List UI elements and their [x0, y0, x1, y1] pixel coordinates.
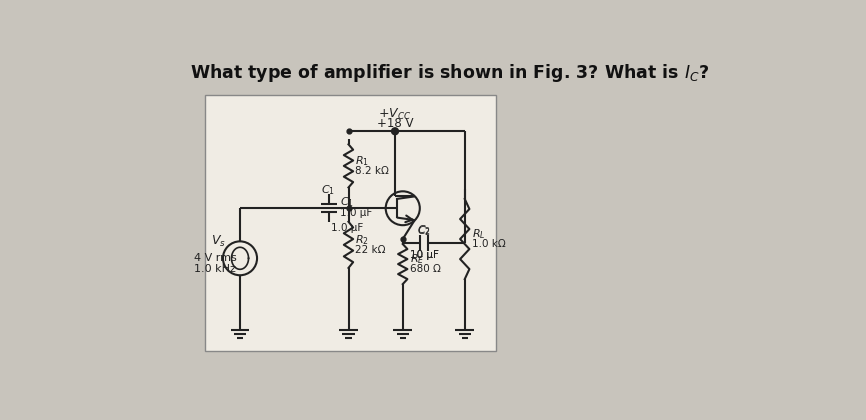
Text: $C_2$: $C_2$ — [417, 224, 431, 238]
Text: +18 V: +18 V — [377, 117, 413, 130]
Text: What type of amplifier is shown in Fig. 3? What is $I_C$?: What type of amplifier is shown in Fig. … — [190, 63, 709, 84]
Text: $C_1$: $C_1$ — [340, 195, 354, 209]
Text: $R_2$: $R_2$ — [355, 233, 369, 247]
Text: 22 kΩ: 22 kΩ — [355, 245, 386, 255]
Text: 1.0 kΩ: 1.0 kΩ — [472, 239, 506, 249]
Text: $R_L$: $R_L$ — [472, 228, 485, 241]
Text: 1.0 μF: 1.0 μF — [331, 223, 363, 233]
Text: $C_2$: $C_2$ — [417, 224, 431, 237]
Text: 680 Ω: 680 Ω — [410, 265, 441, 274]
Text: $+V_{CC}$: $+V_{CC}$ — [378, 107, 411, 122]
Text: $R_E$: $R_E$ — [410, 252, 424, 266]
Text: $R_1$: $R_1$ — [355, 155, 370, 168]
Text: $C_1$: $C_1$ — [320, 183, 334, 197]
Text: 1.0 kHz: 1.0 kHz — [194, 264, 236, 274]
Text: $V_s$: $V_s$ — [210, 234, 226, 249]
FancyBboxPatch shape — [205, 95, 495, 351]
Text: 10 μF: 10 μF — [410, 250, 438, 260]
Text: 1.0 μF: 1.0 μF — [340, 208, 372, 218]
Text: 4 V rms: 4 V rms — [194, 253, 236, 263]
Text: 10 μF: 10 μF — [410, 250, 438, 260]
Text: 8.2 kΩ: 8.2 kΩ — [355, 166, 390, 176]
